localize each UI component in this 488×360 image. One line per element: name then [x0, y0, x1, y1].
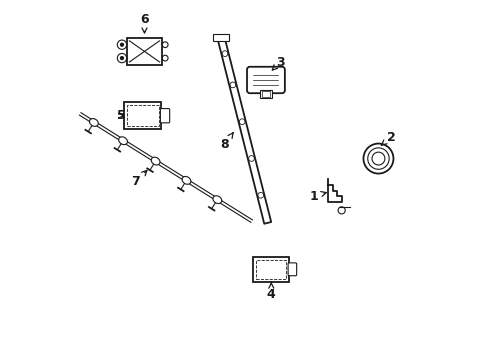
Text: 1: 1: [309, 190, 325, 203]
FancyBboxPatch shape: [160, 109, 169, 123]
Ellipse shape: [182, 176, 190, 184]
Text: 8: 8: [220, 132, 233, 151]
Ellipse shape: [89, 118, 98, 126]
Bar: [253, 257, 288, 282]
Bar: [123, 102, 161, 129]
Ellipse shape: [151, 157, 160, 165]
Text: 3: 3: [272, 55, 284, 70]
FancyBboxPatch shape: [287, 263, 296, 276]
Bar: [259, 90, 272, 98]
Polygon shape: [217, 38, 271, 224]
Bar: [126, 105, 158, 126]
Circle shape: [121, 57, 123, 59]
FancyBboxPatch shape: [246, 67, 285, 93]
Text: 5: 5: [117, 109, 125, 122]
Bar: [256, 260, 285, 279]
Bar: [262, 91, 269, 97]
Ellipse shape: [119, 137, 127, 145]
Bar: [213, 33, 229, 41]
Bar: [126, 38, 162, 65]
Text: 2: 2: [381, 131, 394, 145]
Text: 4: 4: [266, 282, 275, 301]
Text: 6: 6: [140, 13, 148, 33]
Ellipse shape: [213, 196, 221, 203]
Text: 7: 7: [131, 170, 146, 188]
Circle shape: [121, 43, 123, 46]
